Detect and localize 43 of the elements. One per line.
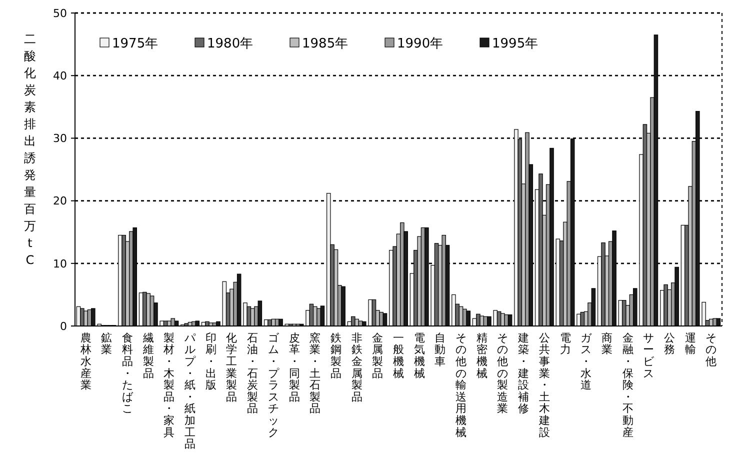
x-tick-label: 一般機械 — [393, 331, 404, 380]
text: 二酸化炭素排出誘発量百万tC — [24, 32, 36, 268]
x-tick-label: その他の製造業 — [497, 331, 508, 416]
y-tick-label: 50 — [53, 6, 67, 20]
x-tick-label: サービス — [643, 331, 656, 380]
x-tick-label: 建築・建設補修 — [517, 331, 530, 416]
category-label: 製材・木製品・家具 — [164, 331, 175, 439]
x-tick-label: 印刷・出版 — [205, 331, 216, 392]
legend-label: 1995年 — [492, 36, 538, 52]
x-tick-label: 繊維製品 — [142, 331, 154, 380]
legend-label: 1975年 — [112, 36, 158, 52]
x-tick-label: 窯業・土石製品 — [310, 331, 321, 416]
x-tick-label: 金属製品 — [372, 331, 384, 380]
y-tick-label: 10 — [53, 257, 67, 270]
x-tick-label: 皮革・同製品 — [288, 331, 300, 404]
x-tick-label: 商業 — [601, 331, 612, 356]
x-tick-label: 運輸 — [684, 331, 696, 356]
x-tick-label: 石油・石炭製品 — [247, 331, 258, 416]
x-tick-label: 食料品・たばこ — [122, 331, 134, 416]
x-tick-label: 鉱業 — [101, 331, 112, 356]
x-tick-label: その他 — [706, 331, 717, 368]
y-tick-label: 20 — [53, 194, 67, 208]
category-label: 公共事業・土木建設 — [538, 331, 550, 439]
x-tick-label: 農林水産業 — [79, 331, 92, 392]
x-tick-label: 鉄鋼製品 — [330, 331, 342, 380]
x-tick-label: 精密機械 — [476, 331, 488, 380]
category-label: 金融・保険・不動産 — [622, 331, 634, 439]
category-label: ゴム・プラスチック — [268, 331, 279, 439]
legend-label: 1990年 — [397, 36, 444, 52]
x-tick-label: 非鉄金属製品 — [351, 331, 362, 404]
x-tick-label: 電気機械 — [414, 331, 425, 380]
category-label: パルプ・紙・紙加工品 — [184, 331, 196, 451]
y-tick-label: 0 — [60, 320, 67, 333]
x-tick-label: 自動車 — [434, 331, 446, 368]
y-tick-label: 40 — [53, 69, 67, 82]
x-tick-label: 公務 — [664, 331, 675, 356]
x-tick-label: ガス・水道 — [580, 331, 593, 392]
x-tick-label: 電力 — [560, 331, 571, 356]
x-tick-label: 化学工業製品 — [226, 331, 238, 404]
category-label: その他の輸送用機械 — [456, 331, 467, 439]
legend-label: 1980年 — [207, 36, 254, 52]
y-tick-label: 30 — [53, 132, 67, 146]
legend-label: 1985年 — [302, 36, 348, 52]
